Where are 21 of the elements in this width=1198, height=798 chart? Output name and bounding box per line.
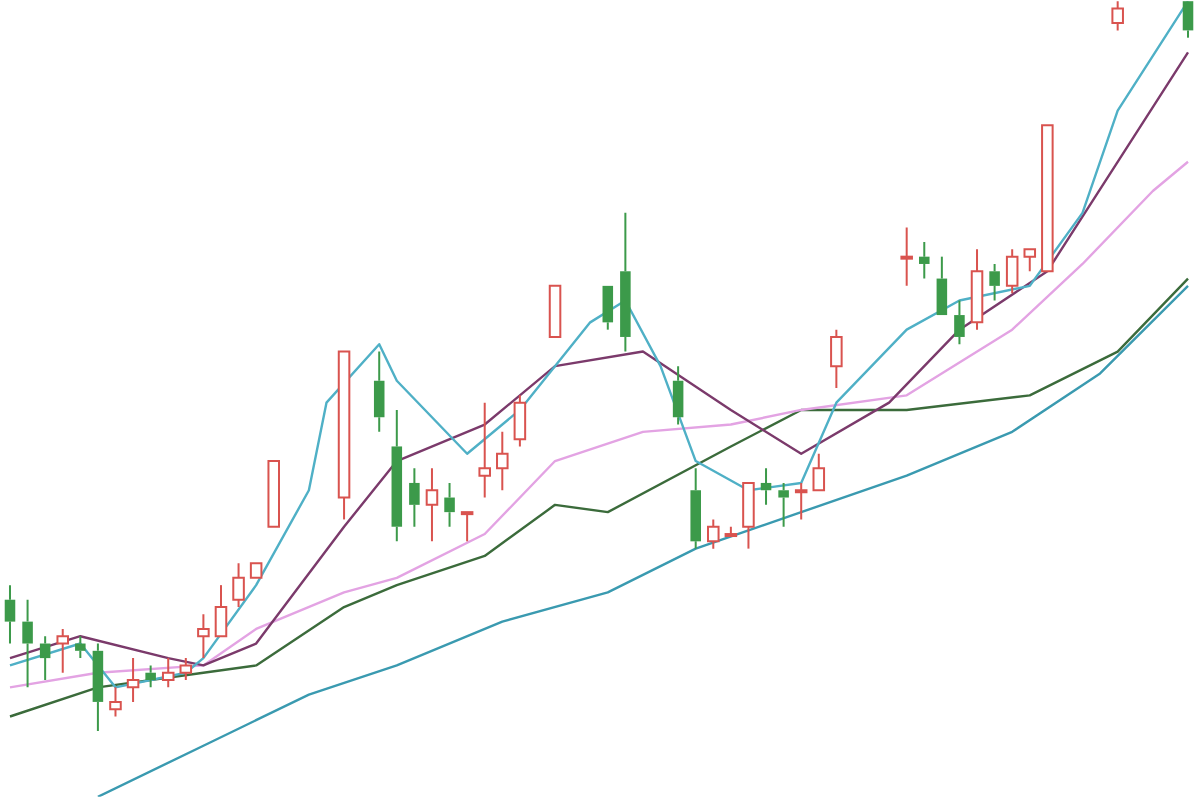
candlestick xyxy=(954,299,965,346)
candlestick xyxy=(602,285,614,331)
candlestick xyxy=(936,255,948,316)
candlestick xyxy=(391,408,403,543)
candlestick xyxy=(145,664,156,689)
candlestick xyxy=(373,350,385,433)
candlestick xyxy=(1182,1,1194,39)
candlestick xyxy=(75,635,86,660)
candlestick xyxy=(4,584,16,645)
candlestick xyxy=(620,211,631,353)
candlestick xyxy=(39,635,51,682)
candlestick xyxy=(444,481,455,528)
candlestick xyxy=(22,598,33,689)
candlestick xyxy=(760,467,772,506)
candlestick xyxy=(92,642,104,733)
candlestick xyxy=(919,241,930,280)
candlestick xyxy=(409,467,420,528)
candlestick xyxy=(672,365,684,426)
candlestick xyxy=(989,262,1000,302)
candlestick xyxy=(690,467,701,550)
candlestick xyxy=(778,481,789,528)
